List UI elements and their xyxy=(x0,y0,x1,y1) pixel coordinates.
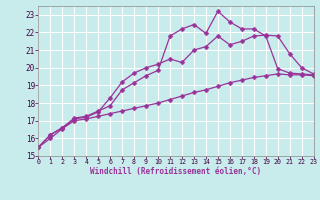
X-axis label: Windchill (Refroidissement éolien,°C): Windchill (Refroidissement éolien,°C) xyxy=(91,167,261,176)
